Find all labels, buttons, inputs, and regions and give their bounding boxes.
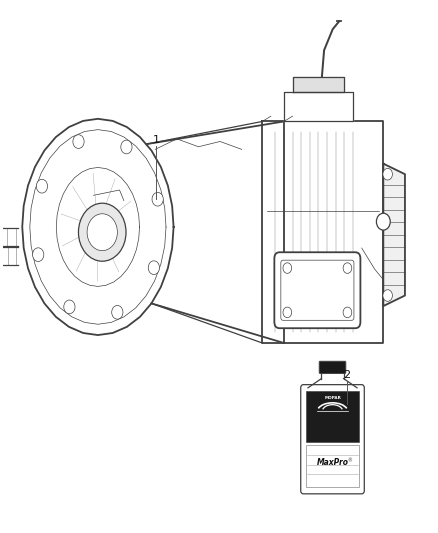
Polygon shape: [284, 92, 353, 122]
Text: ®: ®: [348, 458, 353, 463]
Circle shape: [78, 203, 126, 261]
Polygon shape: [383, 164, 405, 306]
Circle shape: [383, 290, 392, 301]
Circle shape: [121, 140, 132, 154]
Circle shape: [32, 248, 44, 262]
Circle shape: [343, 307, 352, 318]
Circle shape: [283, 263, 292, 273]
Bar: [306, 391, 359, 442]
Circle shape: [283, 307, 292, 318]
Text: 2: 2: [343, 369, 350, 379]
Circle shape: [152, 192, 163, 206]
Circle shape: [64, 300, 75, 314]
Circle shape: [36, 179, 48, 193]
Text: MaxPro: MaxPro: [317, 458, 349, 467]
Circle shape: [383, 168, 392, 180]
Circle shape: [87, 214, 117, 251]
FancyBboxPatch shape: [301, 385, 364, 494]
Polygon shape: [98, 119, 262, 343]
Text: 1: 1: [153, 135, 160, 145]
FancyBboxPatch shape: [274, 252, 360, 328]
Polygon shape: [262, 122, 383, 343]
Text: MOPAR: MOPAR: [324, 397, 341, 400]
Bar: [306, 446, 359, 487]
Circle shape: [73, 135, 84, 149]
Polygon shape: [293, 77, 344, 92]
FancyBboxPatch shape: [319, 361, 346, 374]
Circle shape: [148, 261, 159, 274]
Circle shape: [343, 263, 352, 273]
Circle shape: [376, 213, 390, 230]
Circle shape: [112, 305, 123, 319]
